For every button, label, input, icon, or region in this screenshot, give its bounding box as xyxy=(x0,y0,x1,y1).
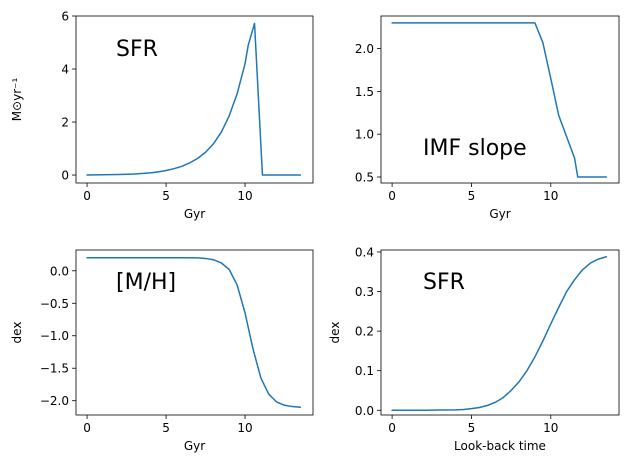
y-tick-label: 0.0 xyxy=(50,264,69,278)
series-line-1 xyxy=(86,22,302,176)
y-tick-label: 0.4 xyxy=(355,245,374,259)
y-tick-label: 2.0 xyxy=(355,42,374,56)
y-tick-label: 0.0 xyxy=(355,404,374,418)
series-line-1 xyxy=(391,255,608,411)
x-tick-label: 0 xyxy=(83,189,91,203)
x-tick-label: 5 xyxy=(162,189,170,203)
y-tick-label: 0.5 xyxy=(355,171,374,185)
y-tick-label: 0.2 xyxy=(355,325,374,339)
x-tick-label: 0 xyxy=(388,189,396,203)
y-tick-label: 6 xyxy=(61,10,69,24)
panel-annotation: SFR xyxy=(116,37,158,62)
x-tick-label: 5 xyxy=(162,421,170,435)
y-tick-label: −2.0 xyxy=(40,394,69,408)
panel-annotation: IMF slope xyxy=(423,136,527,161)
y-tick-label: 1.5 xyxy=(355,85,374,99)
x-axis-label: Gyr xyxy=(184,439,205,453)
y-tick-label: −1.5 xyxy=(40,362,69,376)
x-tick-label: 10 xyxy=(237,421,252,435)
y-tick-label: 0.3 xyxy=(355,285,374,299)
x-tick-label: 10 xyxy=(237,189,252,203)
y-tick-label: 1.0 xyxy=(355,128,374,142)
plot-frame xyxy=(75,15,314,184)
x-tick-label: 0 xyxy=(388,421,396,435)
x-axis-label: Gyr xyxy=(184,207,205,221)
plot-frame xyxy=(75,249,314,416)
plot-frame xyxy=(380,249,620,416)
x-axis-label: Gyr xyxy=(489,207,510,221)
y-axis-label: dex xyxy=(10,322,24,344)
y-tick-label: 2 xyxy=(61,116,69,130)
chart-panel-2: 0 5 10 0.5 1.0 1.5 2.0 Gyr IMF slope xyxy=(355,15,620,221)
y-tick-label: 4 xyxy=(61,63,69,77)
y-tick-label: −1.0 xyxy=(40,329,69,343)
x-tick-label: 10 xyxy=(543,421,558,435)
chart-panel-3: 0 5 10 0.0 −0.5 −1.0 −1.5 −2.0 Gyr dex [M/H] xyxy=(10,249,314,453)
chart-panel-4: 0 5 10 0.0 0.1 0.2 0.3 0.4 Look-back time dex SFR xyxy=(328,245,620,453)
x-tick-label: 10 xyxy=(543,189,558,203)
y-axis-label: dex xyxy=(328,322,342,344)
panel-annotation: [M/H] xyxy=(116,270,176,295)
chart-panel-1: 0 5 10 0 2 4 6 Gyr M⊙yr⁻¹ SFR xyxy=(10,10,314,221)
y-tick-label: −0.5 xyxy=(40,297,69,311)
y-axis-label: M⊙yr⁻¹ xyxy=(10,78,24,122)
series-line-1 xyxy=(86,257,302,408)
y-tick-label: 0 xyxy=(61,169,69,183)
panel-annotation: SFR xyxy=(423,270,465,295)
x-tick-label: 0 xyxy=(83,421,91,435)
y-tick-label: 0.1 xyxy=(355,364,374,378)
plot-frame xyxy=(380,15,620,184)
x-axis-label: Look-back time xyxy=(454,439,546,453)
x-tick-label: 5 xyxy=(468,189,476,203)
x-tick-label: 5 xyxy=(468,421,476,435)
series-line-1 xyxy=(391,22,608,178)
